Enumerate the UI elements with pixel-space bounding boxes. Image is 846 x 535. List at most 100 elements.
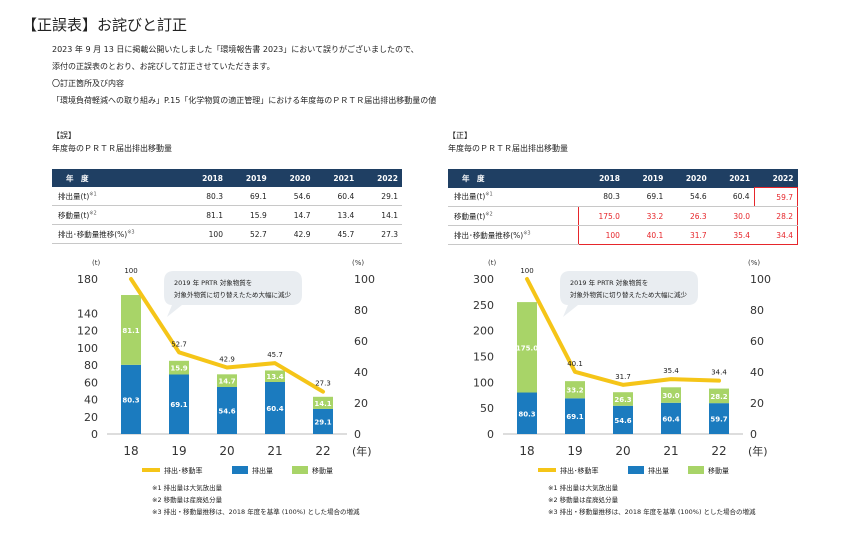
table-cell: 29.1	[358, 187, 402, 206]
corrected-cell: 26.3	[667, 206, 711, 226]
y-tick-label: 20	[84, 411, 98, 424]
table-header-cell: 年 度	[448, 169, 579, 188]
row-note-mark: ※1	[485, 191, 493, 198]
x-tick-label: 21	[267, 444, 282, 458]
panel-title: 年度毎のＰＲＴＲ届出排出移動量	[52, 144, 172, 153]
emission-value-label: 69.1	[170, 401, 187, 409]
table-cell: 14.7	[270, 205, 315, 225]
table-header-cell: 年 度	[52, 169, 184, 187]
intro-line-1: 2023 年 9 月 13 日に掲載公開いたしました「環境報告書 2023」にお…	[52, 45, 419, 54]
emission-bar	[613, 405, 633, 434]
corrected-cell: 34.4	[754, 225, 799, 245]
table-cell: 54.6	[667, 187, 711, 207]
footnote: ※2 移動量は産廃処分量	[548, 496, 619, 504]
y-tick-label: 150	[473, 351, 494, 364]
transfer-bar	[613, 392, 633, 406]
table-cell: 60.4	[710, 187, 755, 207]
table-cell: 69.1	[226, 187, 271, 206]
table-cell: 54.6	[270, 187, 315, 206]
ratio-value-label: 31.7	[615, 373, 631, 381]
callout-text: 対象外物質に切り替えたため大幅に減少	[174, 290, 292, 299]
emission-value-label: 54.6	[218, 407, 235, 415]
emission-value-label: 60.4	[662, 415, 679, 423]
y2-tick-label: 40	[354, 366, 368, 379]
ratio-value-label: 42.9	[219, 356, 235, 364]
corrected-cell: 31.7	[667, 225, 711, 245]
y2-tick-label: 100	[354, 273, 375, 286]
x-tick-label: 20	[219, 444, 234, 458]
ratio-value-label: 34.4	[711, 369, 727, 377]
transfer-value-label: 81.1	[122, 327, 139, 335]
table-cell: 60.4	[314, 187, 359, 206]
transfer-value-label: 26.3	[614, 396, 631, 404]
x-tick-label: 22	[711, 444, 726, 458]
table-header-cell: 2018	[183, 169, 227, 187]
row-label: 排出･移動量推移(%)※3	[448, 225, 579, 245]
y2-tick-label: 100	[750, 273, 771, 286]
emission-bar	[565, 398, 585, 434]
y-tick-label: 100	[473, 376, 494, 389]
table-header-row: 年 度 2018 2019 2020 2021 2022	[52, 169, 402, 187]
y2-tick-label: 0	[354, 428, 361, 441]
ratio-value-label: 45.7	[267, 351, 283, 359]
intro-line-3: 〇訂正箇所及び内容	[52, 79, 124, 88]
footnote: ※1 排出量は大気放出量	[152, 484, 223, 492]
corrected-cell: 40.1	[623, 225, 668, 245]
transfer-bar	[169, 360, 189, 375]
emission-value-label: 69.1	[566, 413, 583, 421]
table-header-cell: 2019	[226, 169, 271, 187]
y2-tick-label: 80	[354, 304, 368, 317]
y2-tick-label: 40	[750, 366, 764, 379]
footnote: ※3 排出・移動量推移は、2018 年度を基準 (100%) とした場合の増減	[548, 508, 756, 516]
emission-bar	[217, 386, 237, 434]
ratio-line	[129, 277, 325, 394]
table-row: 排出･移動量推移(%)※3 100 52.7 42.9 45.7 27.3	[52, 224, 402, 244]
row-label: 移動量(t)※2	[52, 205, 184, 225]
row-label-text: 移動量(t)	[454, 211, 486, 221]
table-row: 排出･移動量推移(%)※3 100 40.1 31.7 35.4 34.4	[448, 225, 799, 245]
row-label: 排出･移動量推移(%)※3	[52, 224, 184, 244]
y2-tick-label: 80	[750, 304, 764, 317]
table-row: 移動量(t)※2 175.0 33.2 26.3 30.0 28.2	[448, 206, 799, 226]
ratio-value-label: 100	[124, 267, 137, 275]
emission-value-label: 80.3	[518, 410, 535, 418]
emission-value-label: 54.6	[614, 417, 631, 425]
panel-tag: 【正】	[448, 131, 472, 140]
panel-wrong: 【誤】 年度毎のＰＲＴＲ届出排出移動量 年 度 2018 2019 2020 2…	[52, 130, 412, 530]
footnote: ※1 排出量は大気放出量	[548, 484, 619, 492]
x-axis-unit: (年)	[748, 444, 768, 458]
y2-tick-label: 20	[750, 397, 764, 410]
transfer-value-label: 33.2	[566, 387, 583, 395]
x-tick-label: 22	[315, 444, 330, 458]
corrected-cell: 33.2	[623, 206, 668, 226]
emission-bar	[313, 408, 333, 434]
y-axis-unit: (t)	[488, 259, 496, 267]
callout-text: 2019 年 PRTR 対象物質を	[570, 278, 648, 287]
transfer-bar	[565, 381, 585, 399]
table-cell: 42.9	[270, 224, 315, 244]
x-tick-label: 21	[663, 444, 678, 458]
table-cell: 45.7	[314, 224, 359, 244]
table-header-cell: 2022	[358, 169, 402, 187]
transfer-bar	[217, 374, 237, 387]
ratio-value-label: 100	[520, 267, 533, 275]
y-tick-label: 250	[473, 299, 494, 312]
corrected-cell: 28.2	[754, 206, 799, 226]
callout-text: 対象外物質に切り替えたため大幅に減少	[570, 290, 688, 299]
bar-line-chart: (t) (%) 180 140 120 100 80 60 40 20 0 100 80 60 40 20 0 8…	[77, 259, 375, 475]
intro-line-4: 「環境負荷軽減への取り組み」P.15「化学物質の適正管理」における年度毎のＰＲＴ…	[52, 96, 437, 105]
transfer-value-label: 13.4	[266, 373, 283, 381]
table-header-cell: 2020	[667, 169, 711, 188]
legend-label: 排出･移動率	[560, 466, 599, 475]
y2-tick-label: 60	[354, 335, 368, 348]
row-note-mark: ※2	[485, 211, 493, 217]
ratio-value-label: 40.1	[567, 360, 583, 368]
legend-label: 排出量	[648, 466, 669, 475]
legend-transfer-swatch	[292, 466, 308, 474]
y-tick-label: 0	[487, 428, 494, 441]
x-tick-label: 20	[615, 444, 630, 458]
emission-bar	[169, 374, 189, 434]
y-tick-label: 180	[77, 273, 98, 286]
table-cell: 81.1	[183, 205, 227, 225]
table-row: 排出量(t)※1 80.3 69.1 54.6 60.4 59.7	[448, 187, 799, 207]
